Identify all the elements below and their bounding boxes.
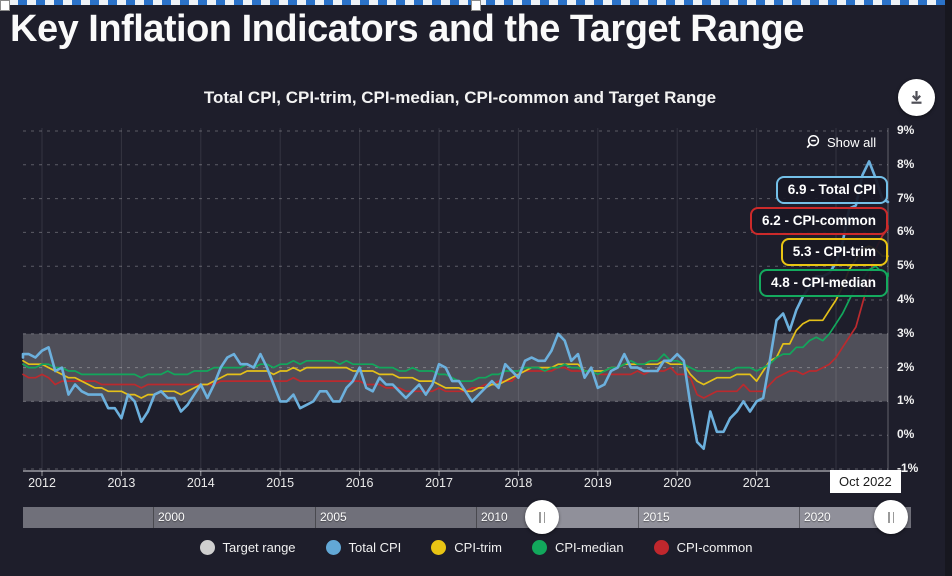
x-tick-label: 2016 [345,476,374,490]
legend-label: CPI-trim [454,540,502,555]
chart-subtitle: Total CPI, CPI-trim, CPI-median, CPI-com… [203,88,717,107]
end-date-label: Oct 2022 [830,470,901,493]
x-tick-label: 2020 [663,476,692,490]
annotation-pill: 6.9 - Total CPI [775,176,888,204]
slider-handle-right[interactable] [874,500,908,534]
slider-selected-range[interactable] [542,507,891,528]
slider-tick [799,507,800,528]
show-all-button[interactable]: Show all [804,134,876,151]
legend-dot [325,540,341,555]
annotation-pill: 5.3 - CPI-trim [780,238,888,266]
legend-dot [531,540,547,555]
series-line-cpi-trim [22,245,889,399]
slider-tick [638,507,639,528]
x-tick-label: 2012 [28,476,56,490]
download-icon [908,89,925,106]
legend-item-cpi-trim[interactable]: CPI-trim [431,540,502,555]
range-slider-track[interactable]: 2000 2005 2010 2015 2020 [23,500,911,534]
page-title: Key Inflation Indicators and the Target … [10,8,804,50]
annotation-pill: 6.2 - CPI-common [749,207,888,235]
y-tick-label: -1% [897,461,919,475]
slider-tick-label: 2015 [643,510,670,524]
legend-dot [431,540,447,555]
x-tick-label: 2013 [107,476,136,490]
x-tick-label: 2018 [504,476,533,490]
y-tick-label: 5% [897,258,915,273]
right-edge-strip [945,0,952,576]
y-tick-label: 9% [897,123,915,137]
slider-tick-label: 2020 [804,510,831,524]
x-tick-label: 2014 [186,476,215,490]
download-button[interactable] [898,79,935,116]
y-tick-label: 6% [897,224,915,239]
legend-item-cpi-common[interactable]: CPI-common [653,540,753,555]
series-line-total-cpi [21,160,890,451]
legend-label: Target range [222,540,296,555]
x-tick-label: 2021 [742,476,771,490]
x-tick-label: 2019 [583,476,612,490]
slider-tick [315,507,316,528]
selection-handle-left[interactable] [0,0,10,11]
x-tick-label: 2017 [425,476,453,490]
selection-handle-center[interactable] [471,0,481,11]
slider-tick-label: 2010 [481,510,508,524]
legend-label: Total CPI [348,540,402,555]
y-tick-label: 0% [897,427,915,442]
y-tick-label: 4% [897,292,915,306]
legend-dot [653,540,669,555]
legend-label: CPI-common [676,540,753,555]
series-line-cpi-common [22,224,889,399]
show-all-label: Show all [827,135,877,150]
y-tick-label: 1% [897,393,915,408]
legend-dot [199,540,215,555]
legend-item-cpi-median[interactable]: CPI-median [531,540,624,555]
slider-tick-label: 2000 [158,510,185,524]
legend-item-total-cpi[interactable]: Total CPI [325,540,402,555]
slider-handle-left[interactable] [525,500,559,534]
y-tick-label: 8% [897,156,915,171]
y-tick-label: 2% [897,359,915,374]
y-tick-label: 3% [897,325,915,340]
y-tick-label: 7% [897,190,915,205]
slider-tick [153,507,154,528]
annotation-pill: 4.8 - CPI-median [758,269,888,297]
chart-legend: Target range Total CPI CPI-trim CPI-median C… [0,540,952,555]
zoom-out-icon [804,134,821,151]
legend-item-target-range[interactable]: Target range [199,540,296,555]
slider-tick-label: 2005 [320,510,347,524]
legend-label: CPI-median [554,540,624,555]
x-tick-label: 2015 [266,476,295,490]
slider-tick [476,507,477,528]
